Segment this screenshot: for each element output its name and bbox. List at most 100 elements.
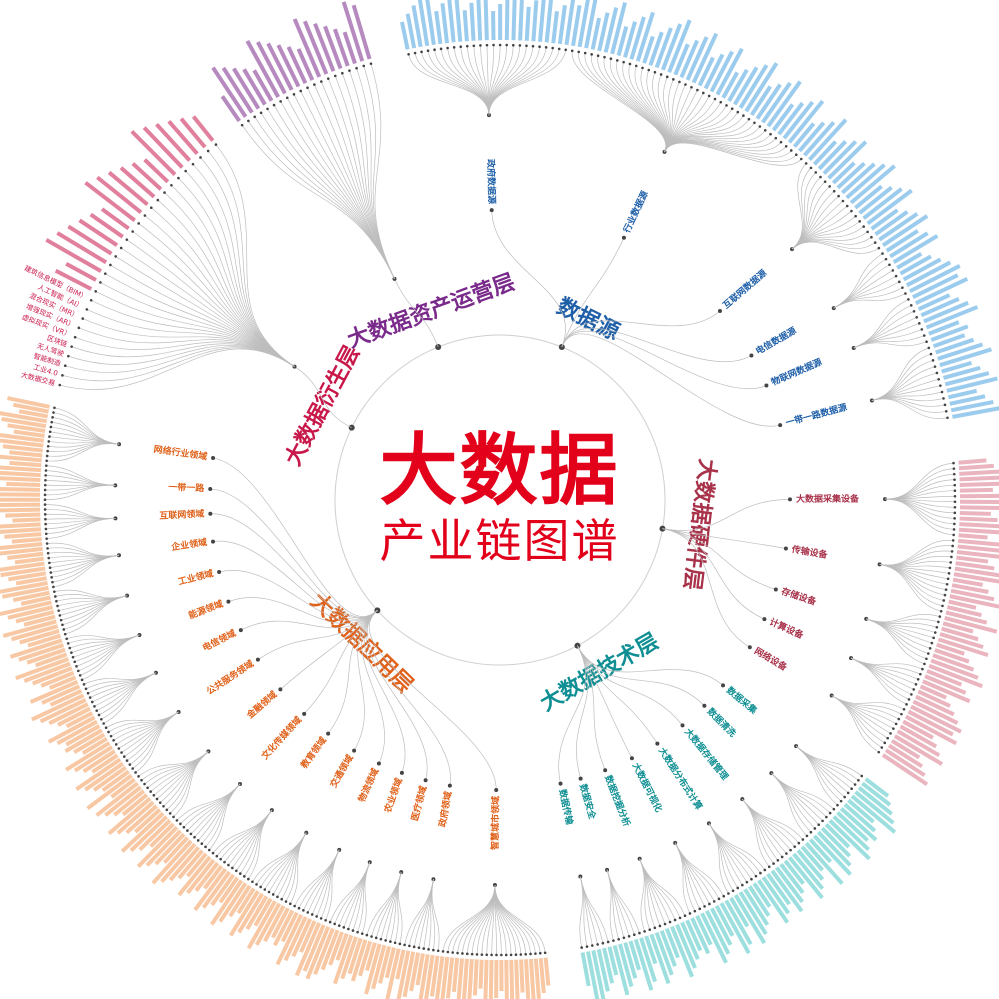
leaf-link bbox=[578, 51, 667, 153]
leaf-node bbox=[432, 948, 435, 952]
leaf-label bbox=[936, 642, 965, 656]
leaf-node bbox=[207, 848, 211, 852]
branch-node bbox=[208, 511, 213, 516]
leaf-link bbox=[871, 360, 934, 401]
leaf-label bbox=[861, 781, 892, 807]
leaf-node bbox=[632, 933, 636, 937]
leaf-node bbox=[538, 951, 542, 955]
leaf-label bbox=[351, 4, 372, 60]
leaf-node bbox=[48, 435, 51, 438]
leaf-label bbox=[804, 841, 844, 885]
leaf-link bbox=[742, 798, 804, 840]
leaf-label bbox=[504, 0, 510, 41]
leaf-link bbox=[440, 48, 490, 116]
leaf-link bbox=[248, 120, 395, 280]
leaf-label bbox=[920, 296, 960, 318]
leaf-link bbox=[708, 823, 729, 894]
leaf-label bbox=[854, 184, 883, 210]
leaf-node bbox=[231, 866, 234, 870]
leaf-node bbox=[866, 230, 869, 234]
leaf-label bbox=[242, 68, 267, 106]
branch-node bbox=[217, 570, 222, 575]
leaf-link bbox=[423, 879, 434, 949]
leaf-node bbox=[131, 230, 134, 233]
leaf-node bbox=[780, 855, 784, 859]
leaf-link bbox=[831, 695, 879, 753]
leaf-link bbox=[129, 711, 179, 765]
leaf-label bbox=[509, 959, 515, 999]
leaf-node bbox=[86, 691, 90, 695]
leaf-node bbox=[44, 474, 47, 477]
branch-link bbox=[294, 366, 352, 428]
leaf-node bbox=[120, 751, 123, 754]
leaf-node bbox=[904, 292, 907, 295]
leaf-label bbox=[755, 83, 782, 120]
leaf-node bbox=[61, 374, 64, 377]
leaf-label bbox=[528, 958, 537, 999]
leaf-link bbox=[46, 465, 116, 486]
branch-node bbox=[238, 628, 243, 633]
leaf-node bbox=[306, 86, 309, 90]
leaf-label bbox=[910, 704, 962, 734]
leaf-label bbox=[812, 140, 838, 166]
leaf-label bbox=[607, 946, 619, 976]
leaf-label bbox=[884, 748, 926, 777]
leaf-node bbox=[214, 143, 218, 146]
leaf-label bbox=[957, 544, 999, 554]
leaf-link bbox=[141, 751, 209, 781]
leaf-node bbox=[702, 91, 705, 95]
leaf-label bbox=[679, 39, 700, 79]
leaf-label bbox=[221, 66, 254, 114]
leaf-label bbox=[332, 28, 350, 67]
leaf-label bbox=[523, 959, 532, 999]
leaf-label bbox=[365, 942, 377, 972]
branch-node bbox=[655, 741, 660, 746]
leaf-label bbox=[959, 510, 991, 516]
branch-link bbox=[365, 610, 428, 781]
leaf-node bbox=[823, 180, 827, 183]
leaf-label bbox=[256, 41, 287, 95]
leaf-node bbox=[504, 953, 508, 957]
leaf-node bbox=[109, 263, 112, 267]
leaf-link bbox=[427, 50, 490, 116]
leaf-node bbox=[43, 493, 47, 497]
leaf-node bbox=[583, 51, 587, 55]
leaf-node bbox=[45, 454, 49, 458]
leaf-label bbox=[881, 753, 929, 786]
leaf-node bbox=[525, 44, 528, 48]
leaf-node bbox=[918, 322, 921, 325]
leaf-node bbox=[659, 73, 663, 76]
leaf-node bbox=[398, 942, 402, 946]
leaf-node bbox=[606, 940, 610, 944]
leaf-node bbox=[77, 326, 81, 330]
leaf-node bbox=[900, 712, 903, 716]
leaf-node bbox=[784, 144, 788, 148]
leaf-node bbox=[470, 952, 474, 956]
leaf-node bbox=[512, 43, 515, 47]
leaf-link bbox=[171, 185, 295, 367]
leaf-label bbox=[57, 706, 91, 727]
leaf-node bbox=[915, 315, 919, 319]
leaf-node bbox=[538, 45, 541, 49]
leaf-node bbox=[927, 652, 930, 655]
leaf-link bbox=[853, 341, 927, 349]
leaf-label bbox=[483, 959, 489, 999]
leaf-node bbox=[67, 354, 70, 358]
leaf-label bbox=[104, 785, 142, 817]
leaf-label bbox=[839, 807, 878, 842]
leaf-node bbox=[436, 949, 440, 953]
branch-label: 计算设备 bbox=[768, 616, 807, 642]
leaf-link bbox=[771, 772, 835, 810]
leaf-label bbox=[350, 939, 368, 982]
leaf-label bbox=[15, 657, 70, 681]
leaf-node bbox=[50, 576, 53, 579]
leaf-link bbox=[327, 78, 395, 280]
leaf-label bbox=[800, 845, 824, 872]
leaf-node bbox=[870, 235, 873, 239]
leaf-node bbox=[271, 893, 275, 896]
leaf-link bbox=[334, 862, 371, 925]
leaf-node bbox=[580, 946, 583, 949]
leaf-label bbox=[519, 959, 525, 993]
leaf-node bbox=[933, 365, 937, 368]
leaf-node bbox=[43, 498, 47, 502]
